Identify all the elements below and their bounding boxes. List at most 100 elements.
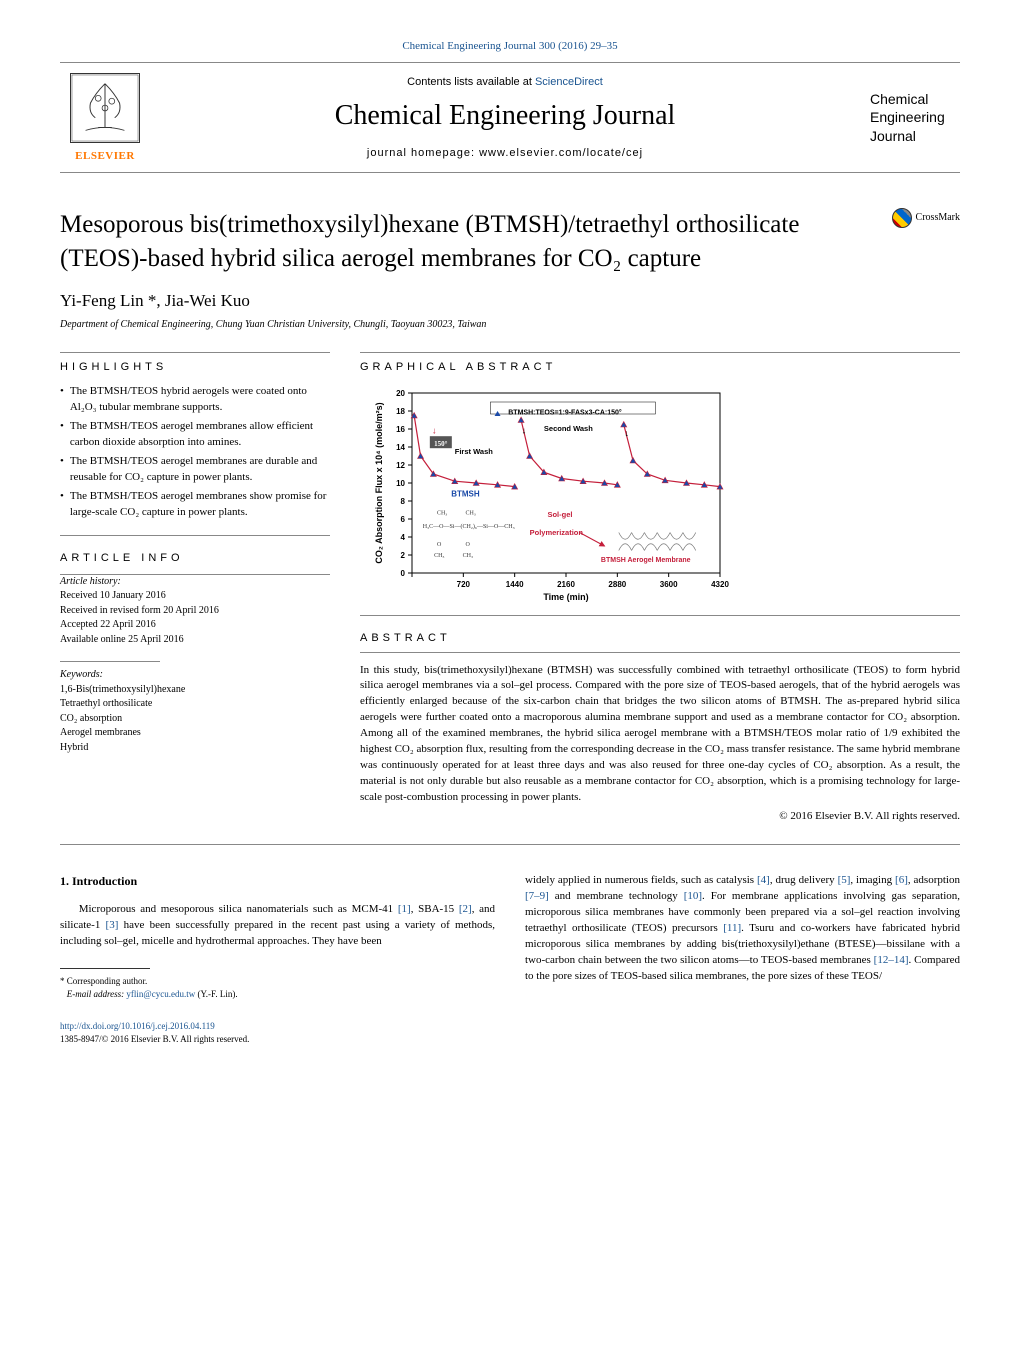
svg-text:2880: 2880 (608, 580, 626, 589)
svg-text:8: 8 (401, 497, 406, 506)
doi-link[interactable]: http://dx.doi.org/10.1016/j.cej.2016.04.… (60, 1020, 495, 1033)
article-history: Article history: Received 10 January 201… (60, 575, 330, 656)
crossmark-label: CrossMark (916, 211, 960, 225)
contents-text: Contents lists available at (407, 76, 535, 88)
received-date: Received 10 January 2016 (60, 589, 330, 604)
svg-text:O: O (437, 542, 442, 548)
article-title: Mesoporous bis(trimethoxysilyl)hexane (B… (60, 208, 960, 276)
svg-text:CH₃: CH₃ (465, 510, 475, 516)
svg-text:720: 720 (457, 580, 471, 589)
online-date: Available online 25 April 2016 (60, 633, 330, 648)
svg-text:CH₃: CH₃ (463, 552, 473, 558)
abstract-heading: ABSTRACT (360, 616, 960, 652)
top-citation[interactable]: Chemical Engineering Journal 300 (2016) … (60, 40, 960, 52)
keyword: Aerogel membranes (60, 726, 330, 741)
left-body-column: 1. Introduction Microporous and mesoporo… (60, 873, 495, 1046)
svg-text:Second Wash: Second Wash (544, 423, 593, 432)
author-email[interactable]: yflin@cycu.edu.tw (126, 989, 195, 999)
corresponding-label: * Corresponding author. (60, 975, 495, 988)
article-info-heading: ARTICLE INFO (60, 536, 330, 574)
title-text: Mesoporous bis(trimethoxysilyl)hexane (B… (60, 211, 799, 272)
homepage-label: journal homepage: (367, 147, 479, 159)
svg-text:Time (min): Time (min) (543, 592, 588, 602)
svg-text:BTMSH: BTMSH (451, 489, 480, 498)
elsevier-logo[interactable]: ELSEVIER (60, 73, 150, 162)
journal-cover: Chemical Engineering Journal (860, 90, 960, 145)
crossmark-icon (892, 208, 912, 228)
header-center: Contents lists available at ScienceDirec… (150, 76, 860, 159)
svg-text:12: 12 (396, 461, 405, 470)
svg-text:CH₃: CH₃ (434, 552, 444, 558)
highlight-item: The BTMSH/TEOS hybrid aerogels were coat… (60, 383, 330, 416)
highlights-heading: HIGHLIGHTS (60, 352, 330, 383)
graphical-abstract: 0 2 4 6 8 10 12 14 16 18 20 720 1440 2160 2880 3600 4320… (360, 383, 960, 616)
highlights-list: The BTMSH/TEOS hybrid aerogels were coat… (60, 383, 330, 536)
keyword: CO₂ absorption (60, 712, 330, 727)
keywords-label: Keywords: (60, 668, 330, 683)
svg-text:1440: 1440 (506, 580, 524, 589)
keywords-block: Keywords: 1,6-Bis(trimethoxysilyl)hexane… (60, 668, 330, 763)
abstract-text: In this study, bis(trimethoxysilyl)hexan… (360, 652, 960, 806)
svg-text:↓: ↓ (432, 425, 437, 435)
highlight-item: The BTMSH/TEOS aerogel membranes allow e… (60, 418, 330, 451)
issn-copyright: 1385-8947/© 2016 Elsevier B.V. All right… (60, 1033, 495, 1046)
svg-text:BTMSH:TEOS=1:9-FASx3-CA:150°: BTMSH:TEOS=1:9-FASx3-CA:150° (508, 408, 622, 416)
contents-available: Contents lists available at ScienceDirec… (150, 76, 860, 88)
keyword: Hybrid (60, 741, 330, 756)
corresponding-author-footnote: * Corresponding author. E-mail address: … (60, 975, 495, 1000)
elsevier-tree-icon (70, 73, 140, 143)
svg-text:0: 0 (401, 569, 406, 578)
svg-text:3600: 3600 (660, 580, 678, 589)
svg-text:4: 4 (401, 533, 406, 542)
svg-text:First Wash: First Wash (455, 447, 493, 456)
svg-text:↓: ↓ (522, 425, 527, 435)
email-name: (Y.-F. Lin). (195, 989, 237, 999)
email-label: E-mail address: (67, 989, 127, 999)
svg-text:2: 2 (401, 551, 406, 560)
svg-text:14: 14 (396, 443, 405, 452)
sciencedirect-link[interactable]: ScienceDirect (535, 76, 603, 88)
svg-text:CO₂ Absorption Flux x 10⁴ (mol: CO₂ Absorption Flux x 10⁴ (mole/m²s) (374, 402, 384, 563)
footer-info: http://dx.doi.org/10.1016/j.cej.2016.04.… (60, 1020, 495, 1045)
keyword: Tetraethyl orthosilicate (60, 697, 330, 712)
email-line: E-mail address: yflin@cycu.edu.tw (Y.-F.… (60, 988, 495, 1001)
svg-text:6: 6 (401, 515, 406, 524)
chart-svg: 0 2 4 6 8 10 12 14 16 18 20 720 1440 2160 2880 3600 4320… (370, 383, 730, 603)
authors: Yi-Feng Lin *, Jia-Wei Kuo (60, 291, 960, 311)
svg-text:10: 10 (396, 479, 405, 488)
journal-header: ELSEVIER Contents lists available at Sci… (60, 62, 960, 173)
svg-text:2160: 2160 (557, 580, 575, 589)
svg-text:Sol-gel: Sol-gel (547, 510, 572, 519)
keyword: 1,6-Bis(trimethoxysilyl)hexane (60, 683, 330, 698)
copyright: © 2016 Elsevier B.V. All rights reserved… (360, 810, 960, 822)
svg-text:4320: 4320 (711, 580, 729, 589)
svg-text:↓: ↓ (624, 428, 629, 438)
body-text: 1. Introduction Microporous and mesoporo… (60, 873, 960, 1046)
history-label: Article history: (60, 575, 330, 590)
chart: 0 2 4 6 8 10 12 14 16 18 20 720 1440 2160 2880 3600 4320… (370, 383, 730, 603)
svg-text:H₃C—O—Si—(CH₂)₆—Si—O—CH₃: H₃C—O—Si—(CH₂)₆—Si—O—CH₃ (423, 523, 515, 530)
affiliation: Department of Chemical Engineering, Chun… (60, 319, 960, 330)
intro-heading: 1. Introduction (60, 873, 495, 890)
svg-text:BTMSH Aerogel Membrane: BTMSH Aerogel Membrane (601, 557, 691, 564)
homepage-url[interactable]: www.elsevier.com/locate/cej (479, 147, 643, 159)
intro-para-left: Microporous and mesoporous silica nanoma… (60, 902, 495, 950)
journal-homepage: journal homepage: www.elsevier.com/locat… (150, 147, 860, 159)
svg-text:Polymerization: Polymerization (530, 528, 584, 537)
graphical-abstract-heading: GRAPHICAL ABSTRACT (360, 352, 960, 383)
journal-title: Chemical Engineering Journal (150, 100, 860, 132)
crossmark-badge[interactable]: CrossMark (892, 208, 960, 228)
elsevier-text: ELSEVIER (60, 150, 150, 162)
svg-text:16: 16 (396, 425, 405, 434)
svg-text:18: 18 (396, 407, 405, 416)
accepted-date: Accepted 22 April 2016 (60, 618, 330, 633)
revised-date: Received in revised form 20 April 2016 (60, 604, 330, 619)
svg-text:150°: 150° (434, 440, 448, 448)
svg-text:O: O (465, 542, 470, 548)
svg-text:20: 20 (396, 389, 405, 398)
intro-para-right: widely applied in numerous fields, such … (525, 873, 960, 985)
highlight-item: The BTMSH/TEOS aerogel membranes are dur… (60, 453, 330, 486)
right-body-column: widely applied in numerous fields, such … (525, 873, 960, 1046)
highlight-item: The BTMSH/TEOS aerogel membranes show pr… (60, 488, 330, 521)
svg-text:CH₃: CH₃ (437, 510, 447, 516)
